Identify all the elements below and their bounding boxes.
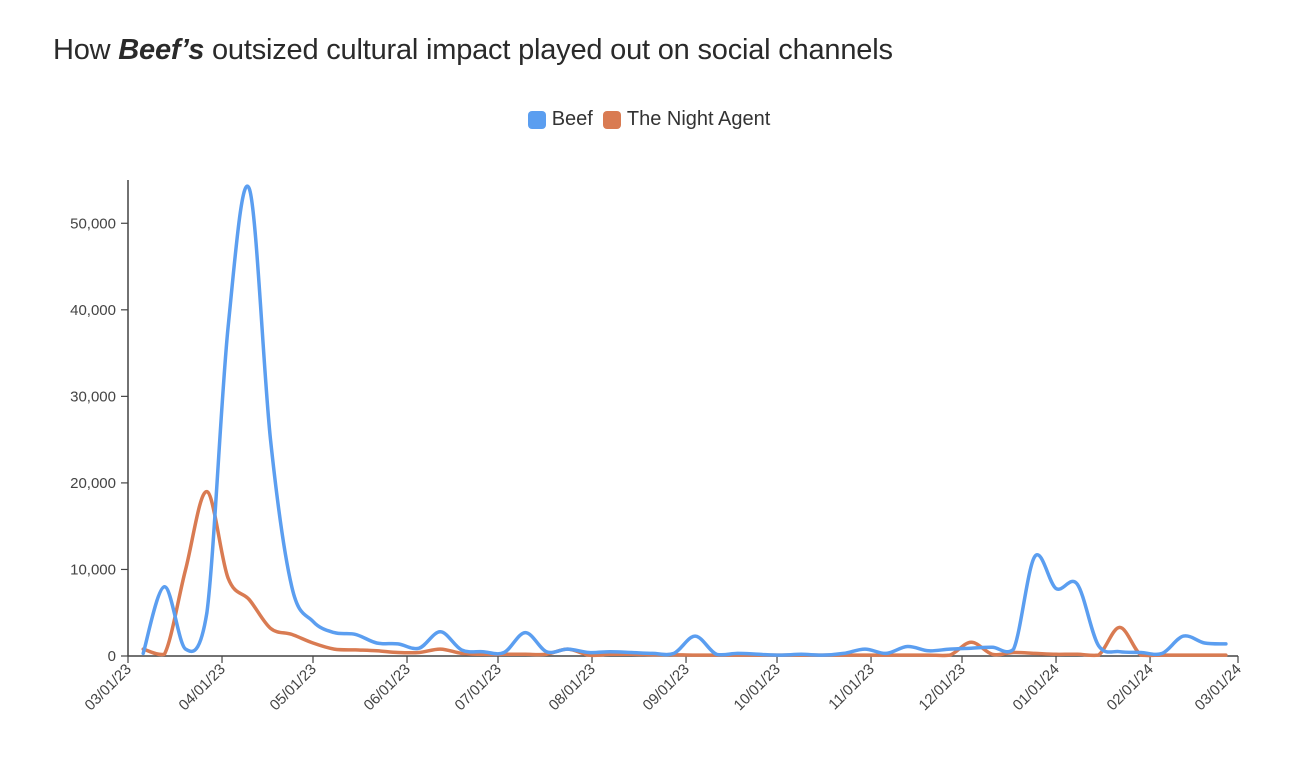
x-tick-label: 09/01/23: [640, 661, 693, 714]
x-tick-label: 03/01/23: [82, 661, 135, 714]
x-tick-label: 06/01/23: [361, 661, 414, 714]
x-tick-label: 10/01/23: [731, 661, 784, 714]
x-tick-label: 04/01/23: [176, 661, 229, 714]
x-tick-label: 02/01/24: [1104, 661, 1157, 714]
legend-swatch-night-agent: [602, 110, 621, 129]
y-tick-label: 50,000: [70, 215, 116, 232]
series-line-night-agent: [141, 489, 1228, 658]
x-tick-label: 11/01/23: [825, 661, 878, 714]
chart-legend: Beef The Night Agent: [0, 108, 1298, 131]
x-tick-label: 12/01/23: [916, 661, 969, 714]
y-tick-label: 10,000: [70, 561, 116, 578]
y-tick-label: 20,000: [70, 475, 116, 492]
series-line-beef: [141, 184, 1228, 657]
legend-label-beef: Beef: [551, 108, 593, 130]
legend-swatch-beef: [527, 110, 546, 129]
y-tick-label: 40,000: [70, 302, 116, 319]
y-tick-label: 30,000: [70, 388, 116, 405]
legend-label-night-agent: The Night Agent: [626, 108, 771, 130]
x-tick-label: 05/01/23: [267, 661, 320, 714]
x-tick-label: 01/01/24: [1010, 661, 1063, 714]
x-tick-label: 08/01/23: [546, 661, 599, 714]
x-tick-label: 07/01/23: [452, 661, 505, 714]
y-tick-label: 0: [108, 648, 116, 665]
legend-item-night-agent[interactable]: The Night Agent: [602, 108, 771, 131]
legend-item-beef[interactable]: Beef: [527, 108, 593, 131]
chart-title: How Beef’s outsized cultural impact play…: [53, 34, 893, 66]
x-tick-label: 03/01/24: [1192, 661, 1245, 714]
